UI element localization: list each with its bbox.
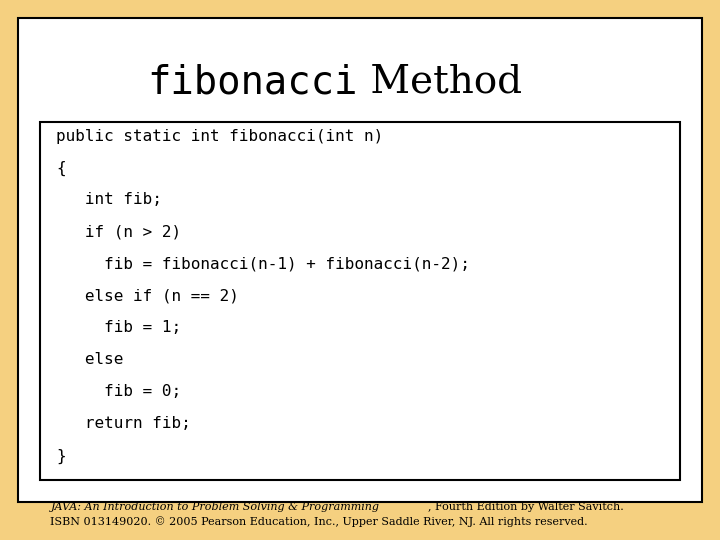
FancyBboxPatch shape	[40, 122, 680, 480]
Text: else if (n == 2): else if (n == 2)	[56, 288, 239, 303]
Text: return fib;: return fib;	[56, 416, 191, 431]
Text: public static int fibonacci(int n): public static int fibonacci(int n)	[56, 129, 383, 144]
Text: }: }	[56, 448, 66, 464]
Text: ISBN 013149020. © 2005 Pearson Education, Inc., Upper Saddle River, NJ. All righ: ISBN 013149020. © 2005 Pearson Education…	[50, 517, 588, 528]
FancyBboxPatch shape	[18, 18, 702, 502]
Text: fibonacci: fibonacci	[148, 63, 358, 101]
Text: JAVA: An Introduction to Problem Solving & Programming: JAVA: An Introduction to Problem Solving…	[50, 502, 379, 512]
Text: if (n > 2): if (n > 2)	[56, 225, 181, 240]
Text: int fib;: int fib;	[56, 192, 162, 207]
Text: {: {	[56, 160, 66, 176]
Text: fib = fibonacci(n-1) + fibonacci(n-2);: fib = fibonacci(n-1) + fibonacci(n-2);	[56, 256, 470, 272]
Text: fib = 1;: fib = 1;	[56, 321, 181, 335]
Text: else: else	[56, 353, 123, 368]
Text: fib = 0;: fib = 0;	[56, 384, 181, 400]
Text: Method: Method	[358, 64, 522, 100]
Text: , Fourth Edition by Walter Savitch.: , Fourth Edition by Walter Savitch.	[428, 502, 624, 512]
